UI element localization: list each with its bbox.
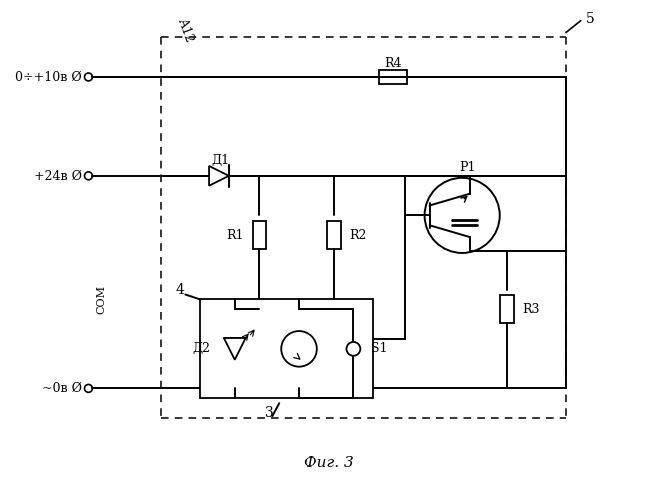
Circle shape xyxy=(281,331,317,367)
Text: ~0в Ø: ~0в Ø xyxy=(42,382,81,395)
Circle shape xyxy=(346,342,361,356)
Text: 5: 5 xyxy=(586,11,594,25)
Polygon shape xyxy=(224,338,245,360)
Text: Р1: Р1 xyxy=(459,162,475,175)
Bar xyxy=(500,295,514,323)
Polygon shape xyxy=(209,166,229,186)
Text: R1: R1 xyxy=(226,229,243,242)
Text: 3: 3 xyxy=(265,406,274,420)
Text: +24в Ø: +24в Ø xyxy=(33,169,81,182)
Text: Д1: Д1 xyxy=(211,154,229,167)
Bar xyxy=(253,222,266,249)
Bar xyxy=(200,299,373,398)
Bar xyxy=(327,222,340,249)
Circle shape xyxy=(85,73,92,81)
Text: S1: S1 xyxy=(371,342,388,355)
Circle shape xyxy=(424,178,500,253)
Text: Д2: Д2 xyxy=(192,342,210,355)
Circle shape xyxy=(85,172,92,180)
Text: А12: А12 xyxy=(176,16,197,44)
Text: COM: COM xyxy=(96,285,106,314)
Text: Фиг. 3: Фиг. 3 xyxy=(304,456,353,470)
Text: R2: R2 xyxy=(350,229,367,242)
Bar xyxy=(379,70,407,84)
Text: R4: R4 xyxy=(384,56,402,70)
Text: R3: R3 xyxy=(523,303,540,316)
Text: 0÷+10в Ø: 0÷+10в Ø xyxy=(15,70,81,83)
Circle shape xyxy=(85,384,92,392)
Text: 4: 4 xyxy=(176,282,185,296)
